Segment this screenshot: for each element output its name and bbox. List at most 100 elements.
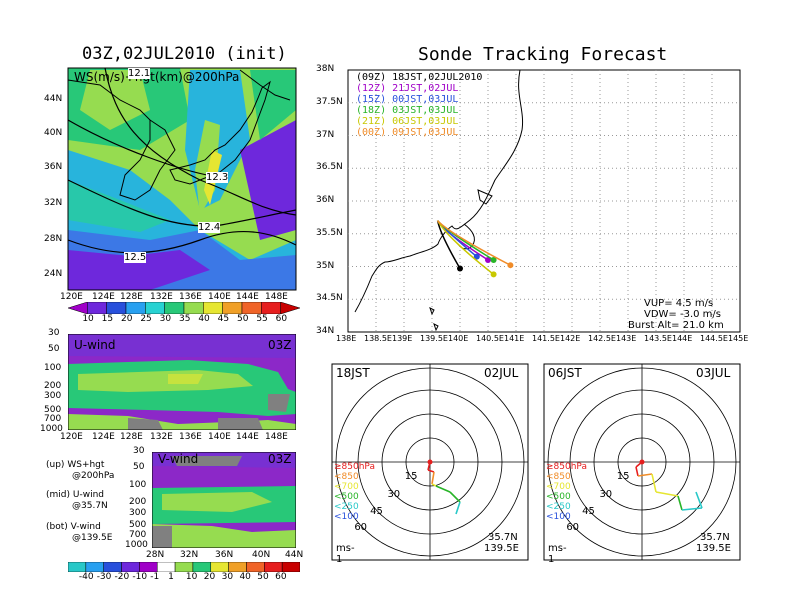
hodo-segment — [681, 507, 703, 511]
p-label: 500 — [129, 520, 147, 530]
colorbar-swatch — [280, 302, 300, 314]
legend-time: 03JST,03JUL — [392, 105, 459, 116]
lon-label: 139.5E — [420, 334, 448, 343]
hodo-lon: 139.5E — [484, 543, 519, 554]
hodo-lon: 139.5E — [696, 543, 731, 554]
legend-z: (21Z) — [356, 116, 387, 127]
vwind-label: V-wind — [158, 452, 199, 466]
legend-time: 06JST,03JUL — [392, 116, 459, 127]
colorbar-tick: -20 — [114, 572, 130, 582]
hodo-lat: 35.7N — [488, 532, 518, 543]
lon-label: 120E — [60, 292, 83, 302]
colorbar-swatch — [261, 302, 281, 314]
hodo-segment — [435, 485, 451, 493]
colorbar-tick: 55 — [256, 314, 268, 324]
p-label: 1000 — [125, 540, 148, 550]
lon-label: 139E — [392, 334, 413, 343]
wind-colorbar — [68, 562, 300, 572]
track-line — [436, 220, 495, 275]
colorbar-swatch — [145, 302, 165, 314]
lon-label: 148E — [265, 292, 288, 302]
colorbar-swatch — [203, 302, 223, 314]
lat-label: 36N — [215, 550, 234, 560]
note-mid: (mid) U-wind @35.7N — [46, 490, 108, 511]
lat-label: 37N — [316, 129, 335, 140]
colorbar-tick: 15 — [101, 314, 114, 324]
lon-label: 144E — [236, 292, 259, 302]
hodo-level-label: <500 — [546, 492, 571, 502]
lon-label: 136E — [179, 432, 202, 442]
hodo-unit: ms-1 — [548, 543, 567, 565]
p-label: 50 — [133, 462, 145, 472]
colorbar-swatch — [164, 302, 185, 314]
track-line — [437, 220, 511, 266]
hodo-segment — [637, 473, 653, 477]
p-label: 50 — [48, 344, 60, 354]
legend-time: 21JST,02JUL — [392, 83, 459, 94]
legend-entry: (12Z) 21JST,02JUL — [356, 83, 482, 94]
lon-label: 141.5E — [532, 334, 560, 343]
lon-label: 136E — [179, 292, 202, 302]
hodo-ring-label: 15 — [616, 471, 630, 483]
hodo-segment — [651, 473, 657, 493]
lat-label: 44N — [285, 550, 304, 560]
track-line — [436, 220, 461, 269]
hodo-ring-label: 60 — [566, 521, 580, 533]
lon-label: 140E — [208, 292, 231, 302]
hodo-unit: ms-1 — [336, 543, 355, 565]
hodo-ring-label: 45 — [370, 505, 383, 517]
ws-colorbar-ticks: 10 15 20 25 30 35 40 45 50 55 60 — [68, 314, 300, 326]
contour-label-4: 12.5 — [124, 252, 147, 263]
track-end-point — [490, 256, 497, 263]
lat-label: 32N — [180, 550, 199, 560]
vwind-plot — [152, 452, 296, 548]
legend-time: 09JST,03JUL — [392, 127, 459, 138]
lon-label: 141E — [504, 334, 525, 343]
hodo-level-label: ≥850hPa — [546, 462, 587, 472]
legend-entry: (18Z) 03JST,03JUL — [356, 105, 482, 116]
colorbar-tick: 45 — [217, 314, 230, 324]
p-label: 30 — [133, 446, 145, 456]
colorbar-tick: 60 — [275, 314, 288, 324]
lat-label: 36N — [44, 162, 63, 172]
legend-z: (09Z) — [356, 72, 387, 83]
hodo-origin — [639, 459, 645, 465]
p-label: 200 — [129, 497, 147, 507]
lat-label: 36N — [316, 195, 335, 205]
hodo-segment — [455, 501, 461, 515]
colorbar-tick: 10 — [185, 572, 198, 582]
p-label: 700 — [44, 414, 62, 424]
lon-label: 120E — [60, 432, 83, 442]
p-label: 700 — [129, 530, 147, 540]
lon-label: 143E — [616, 334, 637, 343]
ws-colorbar — [68, 302, 300, 314]
legend-entry: (00Z) 09JST,03JUL — [356, 127, 482, 138]
colorbar-swatch — [222, 302, 243, 314]
colorbar-swatch — [106, 302, 127, 314]
colorbar-swatch — [241, 302, 262, 314]
legend-z: (15Z) — [356, 94, 387, 105]
p-label: 100 — [129, 480, 147, 490]
legend-time: 18JST,02JUL2010 — [392, 72, 483, 83]
hodo-level-label: ≥850hPa — [334, 462, 375, 472]
hodo-ring-label: 45 — [582, 505, 595, 517]
hodo-segment — [635, 466, 639, 477]
lon-label: 138.5E — [364, 334, 392, 343]
colorbar-tick: 1 — [168, 572, 174, 582]
lon-label: 142E — [560, 334, 581, 343]
hodo-level-label: <250 — [334, 502, 359, 512]
lat-label: 40N — [44, 128, 63, 138]
p-label: 30 — [48, 328, 60, 338]
lon-label: 124E — [92, 292, 115, 302]
colorbar-tick: 10 — [82, 314, 94, 324]
hodo-level-label: <850 — [334, 472, 359, 482]
hodo-level-label: <100 — [546, 512, 571, 522]
hodo-ring-label: 30 — [387, 488, 401, 500]
lon-label: 138E — [336, 334, 357, 343]
lat-label: 24N — [44, 269, 63, 279]
uwind-time: 03Z — [268, 338, 292, 352]
ws-map — [67, 67, 297, 291]
